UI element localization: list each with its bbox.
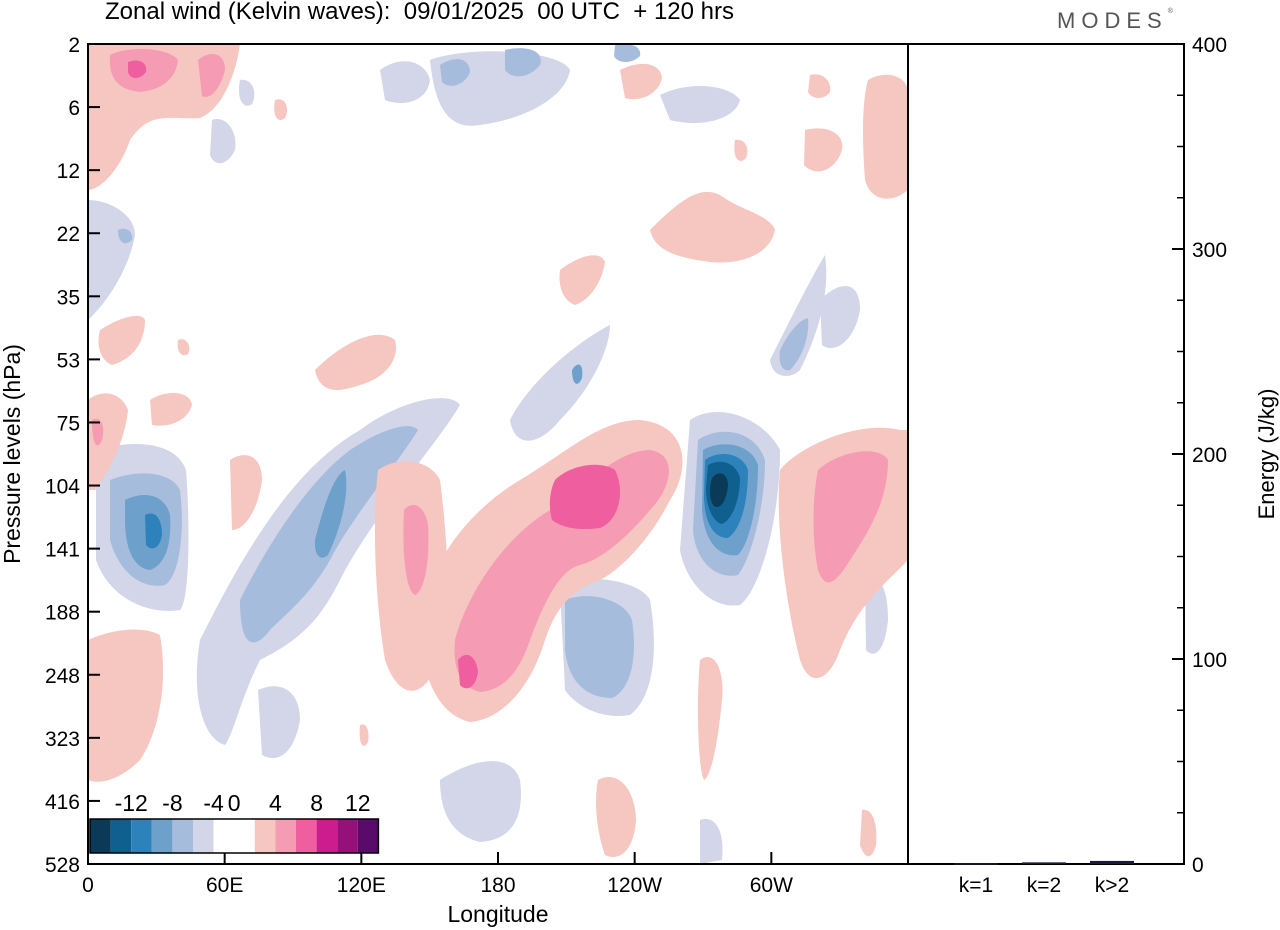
y-tick-label: 2 (68, 34, 80, 57)
energy-bar (1022, 862, 1066, 864)
colorbar-swatch (275, 819, 296, 853)
y-tick-label: 6 (68, 97, 80, 120)
logo-mark: ® (1167, 8, 1173, 15)
y-tick-label: 35 (57, 286, 80, 309)
x-tick-label: 120W (607, 874, 662, 897)
energy-category-label: k=2 (1027, 874, 1061, 897)
y-tick-label: 188 (45, 602, 80, 625)
contour-level-neg-14 (709, 473, 728, 508)
energy-axis-label: Energy (J/kg) (1254, 389, 1279, 520)
contour-level-pos-6 (128, 60, 620, 689)
colorbar-label: 8 (310, 790, 323, 816)
colorbar-swatch (337, 819, 358, 853)
chart-title: Zonal wind (Kelvin waves): 09/01/2025 00… (105, 0, 734, 25)
energy-tick-label: 400 (1192, 34, 1227, 57)
colorbar-swatch (90, 819, 111, 853)
x-tick-label: 180 (480, 874, 515, 897)
colorbar-label: -12 (115, 790, 148, 816)
energy-tick-label: 200 (1192, 444, 1227, 467)
contour-level-neg-2 (88, 51, 888, 864)
colorbar-swatch (193, 819, 214, 853)
energy-category-label: k=1 (959, 874, 993, 897)
y-tick-label: 528 (45, 854, 80, 877)
x-tick-label: 120E (337, 874, 386, 897)
y-tick-label: 141 (45, 539, 80, 562)
main-plot-frame (87, 43, 909, 865)
y-tick-label: 104 (45, 476, 80, 499)
logo-text: MODES (1057, 8, 1168, 33)
x-tick-label: 60W (750, 874, 793, 897)
energy-category-label: k>2 (1095, 874, 1129, 897)
energy-plot-frame (907, 43, 1185, 865)
y-tick-label: 12 (57, 160, 80, 183)
energy-tick-label: 300 (1192, 239, 1227, 262)
y-axis-label: Pressure levels (hPa) (0, 344, 25, 564)
colorbar-swatch (110, 819, 132, 853)
y-tick-label: 323 (45, 728, 80, 751)
energy-tick-label: 0 (1192, 854, 1204, 877)
colorbar-swatch (151, 819, 173, 853)
colorbar-label: 4 (269, 790, 282, 816)
colorbar-border (89, 818, 380, 854)
x-axis-label: Longitude (447, 901, 548, 927)
y-tick-label: 416 (45, 791, 80, 814)
pressure-axis: 2 6 12 22 35 53 75 104 141 188 248 323 416 528 (45, 34, 100, 877)
colorbar-swatch (316, 819, 338, 853)
x-tick-label: 60E (206, 874, 243, 897)
y-tick-label: 22 (57, 223, 80, 246)
contour-field (88, 44, 908, 864)
y-tick-label: 248 (45, 665, 80, 688)
colorbar-swatch (254, 819, 276, 853)
y-tick-label: 75 (57, 412, 80, 435)
y-tick-label: 53 (57, 349, 80, 372)
colorbar-swatch (357, 819, 379, 853)
x-tick-label: 0 (82, 874, 94, 897)
longitude-axis: 0 60E 120E 180 120W 60W (82, 852, 793, 897)
colorbar-label: 0 (228, 790, 241, 816)
colorbar-label: -4 (203, 790, 224, 816)
colorbar-swatch (234, 819, 255, 853)
colorbar: -12 -8 -4 0 4 8 12 (89, 790, 380, 854)
colorbar-swatch (213, 819, 235, 853)
energy-bar (954, 863, 998, 865)
energy-axis: 0 100 200 300 400 (1172, 34, 1227, 877)
energy-bar (1090, 860, 1134, 864)
energy-bars: k=1 k=2 k>2 (954, 860, 1134, 897)
colorbar-swatch (131, 819, 152, 853)
colorbar-swatch (296, 819, 317, 853)
energy-tick-label: 100 (1192, 649, 1227, 672)
contour-level-pos-2 (88, 44, 908, 857)
colorbar-label: -8 (162, 790, 182, 816)
colorbar-swatch (172, 819, 193, 853)
colorbar-label: 12 (345, 790, 371, 816)
modes-logo: MODES® (1057, 8, 1173, 34)
